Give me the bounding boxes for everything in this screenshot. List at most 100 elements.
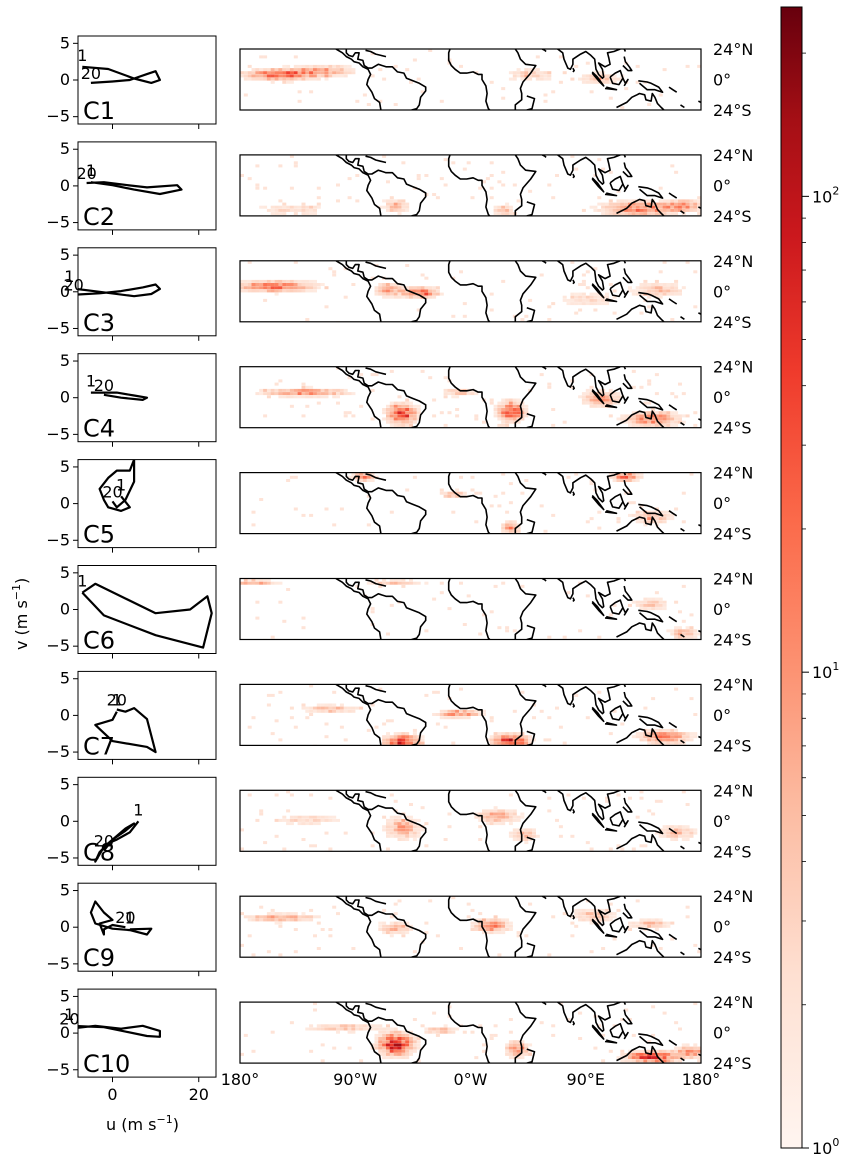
density-cell	[517, 414, 521, 417]
density-cell	[440, 1031, 444, 1034]
density-cell	[617, 476, 621, 479]
density-cell	[647, 514, 651, 517]
density-cell	[401, 738, 405, 741]
density-cell	[474, 418, 478, 421]
density-cell	[401, 835, 405, 838]
lat-tick-label: 0°	[713, 71, 731, 90]
density-cell	[401, 1047, 405, 1050]
density-cell	[520, 71, 524, 74]
density-cell	[398, 411, 402, 414]
density-cell	[655, 1059, 659, 1062]
density-cell	[313, 822, 317, 825]
density-cell	[278, 392, 282, 395]
density-cell	[263, 289, 267, 292]
density-cell	[647, 421, 651, 424]
density-cell	[609, 199, 613, 202]
density-cell	[382, 293, 386, 296]
density-cell	[505, 414, 509, 417]
density-cell	[275, 280, 279, 283]
density-cell	[317, 395, 321, 398]
density-cell	[678, 1050, 682, 1053]
density-cell	[674, 1053, 678, 1056]
density-cell	[663, 738, 667, 741]
density-cell	[505, 732, 509, 735]
density-cell	[382, 828, 386, 831]
density-cell	[647, 383, 651, 386]
density-cell	[690, 1047, 694, 1050]
density-cell	[278, 199, 282, 202]
y-tick-label: 0	[60, 917, 70, 936]
density-cell	[328, 68, 332, 71]
density-cell	[390, 411, 394, 414]
u-axis-label-sup: −1	[156, 1113, 172, 1126]
density-cell	[348, 411, 352, 414]
density-cell	[497, 504, 501, 507]
density-cell	[313, 209, 317, 212]
lat-tick-label: 24°N	[713, 464, 753, 483]
density-cell	[328, 1024, 332, 1027]
density-cell	[278, 286, 282, 289]
density-cell	[501, 819, 505, 822]
density-cell	[593, 299, 597, 302]
density-cell	[255, 164, 259, 167]
density-cell	[286, 389, 290, 392]
density-cell	[394, 199, 398, 202]
density-cell	[432, 293, 436, 296]
density-cell	[375, 1034, 379, 1037]
density-cell	[275, 71, 279, 74]
trajectory-plot: 50−51C6	[46, 563, 216, 659]
density-cell	[647, 922, 651, 925]
density-cell	[313, 289, 317, 292]
density-cell	[663, 199, 667, 202]
density-cell	[590, 402, 594, 405]
density-cell	[302, 822, 306, 825]
density-cell	[405, 832, 409, 835]
density-cell	[674, 418, 678, 421]
density-cell	[321, 1059, 325, 1062]
density-cell	[582, 918, 586, 921]
density-cell	[448, 813, 452, 816]
density-cell	[547, 74, 551, 77]
density-cell	[490, 610, 494, 613]
density-cell	[640, 286, 644, 289]
density-cell	[259, 918, 263, 921]
density-cell	[478, 928, 482, 931]
cluster-label: C3	[83, 309, 115, 337]
density-cell	[286, 209, 290, 212]
density-cell	[382, 735, 386, 738]
density-cell	[640, 1050, 644, 1053]
density-cell	[309, 386, 313, 389]
lat-tick-label: 0°	[713, 1024, 731, 1043]
density-cell	[467, 594, 471, 597]
density-cell	[313, 212, 317, 215]
density-cell	[497, 414, 501, 417]
density-cell	[490, 822, 494, 825]
density-cell	[351, 283, 355, 286]
density-cell	[440, 492, 444, 495]
density-cell	[351, 392, 355, 395]
colorbar-ticks: 100101102	[802, 53, 839, 1158]
density-cell	[401, 585, 405, 588]
density-cell	[332, 392, 336, 395]
density-cell	[286, 395, 290, 398]
density-cell	[417, 405, 421, 408]
density-cell	[302, 626, 306, 629]
density-cell	[467, 392, 471, 395]
density-cell	[532, 832, 536, 835]
density-cell	[294, 71, 298, 74]
density-cell	[570, 835, 574, 838]
density-cell	[555, 174, 559, 177]
density-cell	[528, 190, 532, 193]
y-tick-label: −5	[46, 954, 70, 973]
density-cell	[605, 81, 609, 84]
trajectory-end-label: 20	[102, 482, 122, 501]
density-cell	[390, 511, 394, 514]
density-cell	[674, 626, 678, 629]
density-cell	[678, 832, 682, 835]
density-cell	[244, 280, 248, 283]
density-cell	[282, 209, 286, 212]
density-cell	[674, 209, 678, 212]
density-cell	[378, 1028, 382, 1031]
density-cell	[547, 184, 551, 187]
density-cell	[501, 405, 505, 408]
